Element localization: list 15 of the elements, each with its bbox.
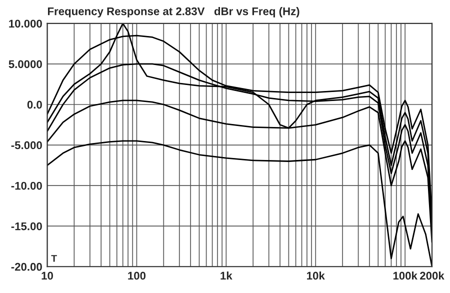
x-tick-label: 100 [128,272,146,280]
y-tick-label: 10.000 [9,20,42,28]
y-tick-label: -5.000 [11,141,42,150]
chart-title: Frequency Response at 2.83V dBr vs Freq (Hz) [48,7,300,18]
x-tick-label: 10 [42,272,53,280]
x-tick-label: 100k [393,271,418,280]
x-tick-label: 1k [220,271,232,280]
annotation: T [51,255,57,262]
x-tick-label: 10k [307,271,325,280]
y-tick-label: -15.00 [11,222,42,230]
y-tick-label: 0.0 [27,100,42,109]
y-tick-label: 5.0000 [8,60,42,68]
x-tick-label: 200k [420,271,444,280]
y-tick-label: -20.00 [11,262,42,271]
y-tick-label: -10.00 [11,182,42,190]
